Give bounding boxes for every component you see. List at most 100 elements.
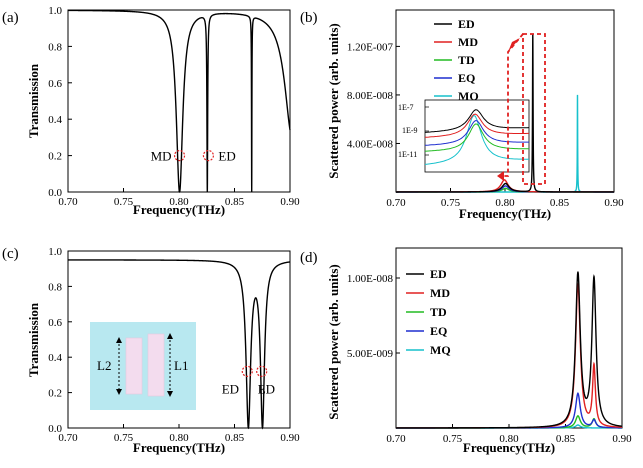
x-axis-label-b: Frequency(THz) xyxy=(459,206,551,221)
x-tick-label: 0.70 xyxy=(58,196,78,208)
inset-line-td xyxy=(424,123,529,152)
arrow-head xyxy=(116,337,122,343)
legend-label-td: TD xyxy=(430,305,447,319)
y-tick-label: 1.00E-008 xyxy=(347,273,394,285)
inset-line-eq xyxy=(424,120,529,146)
y-tick-label: 0.8 xyxy=(48,281,62,293)
panel-b: (b) Frequency(THz) Scattered power (arb.… xyxy=(300,9,624,221)
x-tick-label: 0.80 xyxy=(499,433,519,445)
legend-label-mq: MQ xyxy=(430,343,451,357)
y-tick-label: 4.00E-008 xyxy=(347,138,394,150)
x-tick-label: 0.90 xyxy=(612,433,632,445)
mode-marker-circle xyxy=(256,365,268,377)
series-line-eq xyxy=(396,392,622,429)
legend-label-td: TD xyxy=(458,53,475,67)
legend-label-md: MD xyxy=(430,286,450,300)
arrow-head xyxy=(167,391,173,397)
y-tick-label: 1.0 xyxy=(48,246,62,258)
annotations-a: MD ED xyxy=(151,149,236,164)
legend-label-md: MD xyxy=(458,35,478,49)
y-tick-label: 1.0 xyxy=(48,5,62,17)
mode-label: ED xyxy=(222,381,239,396)
x-tick-label: 0.75 xyxy=(441,197,461,209)
inset-tick-1e-11: 1E-11 xyxy=(398,150,417,159)
zoom-callout-b xyxy=(497,33,546,185)
legend-label-ed: ED xyxy=(430,267,447,281)
panel-label-c: (c) xyxy=(2,246,19,262)
callout-arrow-head xyxy=(497,171,504,181)
legend-label-mq: MQ xyxy=(458,89,479,103)
inset-line-md xyxy=(424,113,529,138)
y-tick-label: 0.0 xyxy=(48,187,62,199)
inset-tick-1e-7: 1E-7 xyxy=(398,103,414,112)
legend-d: ED MD TD EQ MQ xyxy=(406,267,451,357)
y-axis-label-a: Transmission xyxy=(26,63,41,138)
x-tick-label: 0.90 xyxy=(280,196,300,208)
arrow-head xyxy=(116,389,122,395)
x-axis-label-c: Frequency(THz) xyxy=(133,440,225,455)
legend-b: ED MD TD EQ MQ xyxy=(434,17,479,103)
x-axis-label-d: Frequency(THz) xyxy=(463,440,555,455)
arrow-head xyxy=(167,333,173,339)
x-tick-label: 0.70 xyxy=(386,197,406,209)
y-tick-label: 0.0 xyxy=(48,423,62,435)
x-tick-label: 0.85 xyxy=(225,196,245,208)
x-tick-label: 0.85 xyxy=(225,432,245,444)
mode-marker-circle xyxy=(241,365,253,377)
mode-marker-circle xyxy=(173,150,186,162)
axis-ticks-a: 0.70 0.75 0.80 0.85 0.90 0.0 0.2 0.4 0.6 0.8 1.0 xyxy=(48,5,300,208)
legend-label-ed: ED xyxy=(458,17,475,31)
panel-label-b: (b) xyxy=(300,10,318,26)
inset-background xyxy=(90,322,196,410)
series-line-ed xyxy=(396,271,623,429)
x-tick-label: 0.80 xyxy=(169,196,189,208)
rod-right xyxy=(147,333,165,397)
x-tick-label: 0.75 xyxy=(114,196,134,208)
y-tick-label: 5.00E-009 xyxy=(347,348,394,360)
x-tick-label: 0.90 xyxy=(604,197,624,209)
label-l2: L2 xyxy=(97,358,111,373)
label-l1: L1 xyxy=(174,358,188,373)
structure-inset-c: L2 L1 xyxy=(90,322,196,410)
x-tick-label: 0.90 xyxy=(280,432,300,444)
y-tick-label: 0.2 xyxy=(48,151,62,163)
x-tick-label: 0.85 xyxy=(550,197,570,209)
transmission-curve-c xyxy=(68,259,291,430)
y-tick-label: 1.20E-007 xyxy=(347,41,394,53)
inset-curves-b xyxy=(424,109,530,165)
callout-line xyxy=(500,33,524,177)
x-tick-label: 0.80 xyxy=(495,197,515,209)
inset-line-mq xyxy=(424,114,530,165)
axis-ticks-d: 0.70 0.75 0.80 0.85 0.90 5.00E-009 1.00E-008 xyxy=(347,273,632,445)
y-tick-label: 0.6 xyxy=(48,78,62,90)
legend-label-eq: EQ xyxy=(430,324,447,338)
callout-box xyxy=(522,33,546,185)
x-axis-label-a: Frequency(THz) xyxy=(133,202,225,217)
inset-line-ed xyxy=(424,109,530,133)
y-axis-label-c: Transmission xyxy=(26,302,41,377)
legend-label-eq: EQ xyxy=(458,71,475,85)
mode-marker-circle xyxy=(202,150,215,162)
panel-a: (a) Frequency(THz) Transmission 0.70 0.75… xyxy=(2,5,300,217)
transmission-curve-a xyxy=(68,9,291,193)
x-tick-label: 0.70 xyxy=(58,432,78,444)
callout-arrow-head xyxy=(508,38,520,52)
y-tick-label: 0.4 xyxy=(48,114,62,126)
y-tick-label: 0.6 xyxy=(48,317,62,329)
y-tick-label: 0.8 xyxy=(48,41,62,53)
panel-label-d: (d) xyxy=(300,250,318,266)
x-tick-label: 0.70 xyxy=(386,433,406,445)
y-tick-label: 8.00E-008 xyxy=(347,90,394,102)
mode-label: ED xyxy=(218,149,235,164)
rod-left xyxy=(125,337,143,395)
panel-label-a: (a) xyxy=(2,10,19,26)
x-tick-label: 0.80 xyxy=(169,432,189,444)
y-tick-label: 0.4 xyxy=(48,352,62,364)
scattering-curves-b xyxy=(396,34,614,193)
x-tick-label: 0.75 xyxy=(443,433,463,445)
y-tick-label: 0.2 xyxy=(48,388,62,400)
panel-d: (d) Frequency(THz) Scattered power (arb.… xyxy=(300,247,632,455)
mode-label: ED xyxy=(258,381,275,396)
mode-label: MD xyxy=(151,149,172,164)
